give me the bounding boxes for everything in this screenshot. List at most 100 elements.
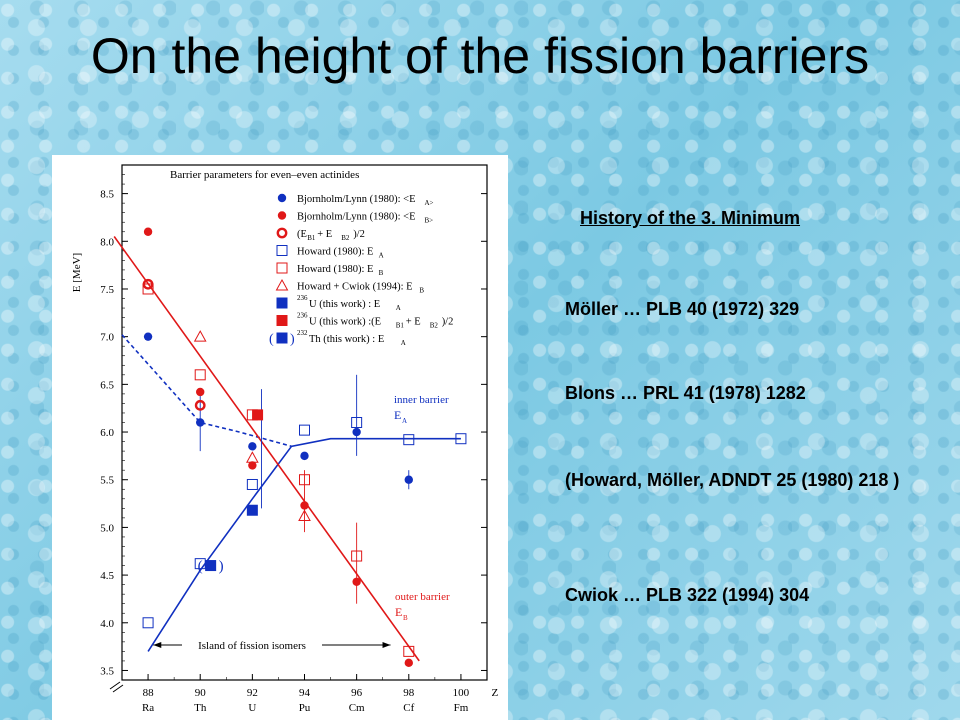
island-label: Island of fission isomers <box>198 640 306 652</box>
legend-subscript: B1 <box>307 234 316 242</box>
legend-subscript: B <box>379 269 384 277</box>
legend-label: Th (this work) : E <box>309 334 384 345</box>
island-arrow-head-left <box>153 642 162 648</box>
legend-label-extra: + E <box>406 317 421 328</box>
y-tick-label: 8.5 <box>100 189 114 201</box>
legend-marker <box>277 211 287 220</box>
data-point <box>404 658 413 668</box>
x-element-label: Pu <box>299 702 311 714</box>
data-point <box>142 283 154 295</box>
legend-label: U (this work) : E <box>309 299 380 310</box>
data-point <box>196 418 205 427</box>
y-tick-label: 4.5 <box>100 570 114 582</box>
y-tick-label: 5.0 <box>100 522 114 534</box>
legend-subscript: B> <box>425 217 434 225</box>
data-point <box>205 560 217 572</box>
axis-break-mark <box>109 681 124 693</box>
paren-mark: ( <box>198 559 203 575</box>
y-tick-label: 7.5 <box>100 284 114 296</box>
legend-marker <box>276 315 288 326</box>
outer-barrier-index: B <box>403 614 408 622</box>
legend-subscript: A <box>396 304 401 312</box>
history-heading: History of the 3. Minimum <box>580 208 801 228</box>
legend-marker <box>276 297 288 309</box>
legend-marker <box>277 193 287 203</box>
paren-mark: ) <box>219 559 224 575</box>
data-point <box>246 478 258 490</box>
data-point <box>404 475 413 484</box>
x-tick-label: 88 <box>143 687 155 699</box>
legend-marker <box>276 262 288 274</box>
x-tick-label: 94 <box>299 687 311 699</box>
y-tick-label: 6.0 <box>100 427 114 439</box>
legend-paren: ( <box>269 332 274 347</box>
x-tick-label: 100 <box>453 687 470 699</box>
legend-subscript: B1 <box>396 322 405 330</box>
legend-label-tail: )/2 <box>353 229 365 240</box>
y-tick-label: 7.0 <box>100 332 114 344</box>
data-point <box>455 433 467 445</box>
data-point <box>248 461 257 470</box>
data-point <box>351 550 363 562</box>
data-point <box>248 442 257 451</box>
legend-subscript: A <box>401 339 406 347</box>
legend-marker <box>276 227 288 239</box>
legend-paren: ) <box>290 332 295 347</box>
data-point <box>403 434 415 446</box>
data-point <box>299 424 310 436</box>
barrier-chart: 3.5 4.0 4.5 5.0 5.5 6.0 6.5 7.0 7.5 8.0 8.5 88 Ra 90 T… <box>52 155 508 720</box>
x-element-label: Th <box>194 702 207 714</box>
x-element-label: Cm <box>349 702 365 714</box>
island-arrow-head-right <box>382 642 391 648</box>
barrier-line <box>113 236 420 662</box>
inner-barrier-label: inner barrier <box>394 394 449 406</box>
legend-subscript: A> <box>425 199 434 207</box>
legend-label-extra: + E <box>317 229 332 240</box>
data-point <box>143 332 153 341</box>
legend-subscript: B2 <box>430 322 439 330</box>
outer-barrier-label: outer barrier <box>395 591 450 603</box>
data-point <box>403 645 415 657</box>
x-tick-label: 98 <box>403 687 415 699</box>
x-element-label: U <box>248 702 256 714</box>
legend-subscript: A <box>379 252 384 260</box>
slide-title: On the height of the fission barriers <box>90 28 870 84</box>
island-label-bg <box>182 637 322 651</box>
x-axis-label: Z <box>491 687 498 699</box>
legend-subscript: B2 <box>341 234 350 242</box>
legend-label: Howard (1980): E <box>297 247 373 258</box>
data-point <box>194 399 206 411</box>
y-tick-label: 3.5 <box>100 665 114 677</box>
y-tick-label: 5.5 <box>100 475 114 487</box>
legend-label: Bjornholm/Lynn (1980): <E <box>297 212 416 223</box>
chart-title: Barrier parameters for even–even actinid… <box>170 169 359 181</box>
x-element-label: Cf <box>403 702 414 714</box>
legend-label: U (this work) :(E <box>309 317 381 328</box>
reference-cwiok: Cwiok … PLB 322 (1994) 304 <box>565 585 810 605</box>
data-point <box>196 387 205 397</box>
data-point <box>252 409 264 421</box>
data-point <box>246 451 259 463</box>
data-point <box>300 501 309 510</box>
outer-barrier-symbol: E <box>395 605 402 619</box>
x-tick-label: 96 <box>351 687 363 699</box>
data-point <box>352 577 361 586</box>
y-axis-label: E [MeV] <box>71 253 83 292</box>
legend-label: Howard (1980): E <box>297 264 373 275</box>
data-point <box>352 427 361 437</box>
reference-howard: (Howard, Möller, ADNDT 25 (1980) 218 ) <box>565 470 900 490</box>
inner-barrier-symbol: E <box>394 408 401 422</box>
data-point <box>351 417 363 428</box>
legend-isotope: 236 <box>297 294 308 302</box>
x-tick-label: 90 <box>195 687 207 699</box>
legend-label: Bjornholm/Lynn (1980): <E <box>297 194 416 205</box>
x-element-label: Fm <box>454 702 469 714</box>
data-point <box>193 330 207 342</box>
reference-moller: Möller … PLB 40 (1972) 329 <box>565 299 800 319</box>
data-point <box>298 509 311 521</box>
data-point <box>194 369 206 381</box>
legend-label-tail: )/2 <box>442 317 454 328</box>
legend-marker <box>276 245 288 256</box>
reference-blons: Blons … PRL 41 (1978) 1282 <box>565 383 806 403</box>
legend-isotope: 236 <box>297 312 308 320</box>
